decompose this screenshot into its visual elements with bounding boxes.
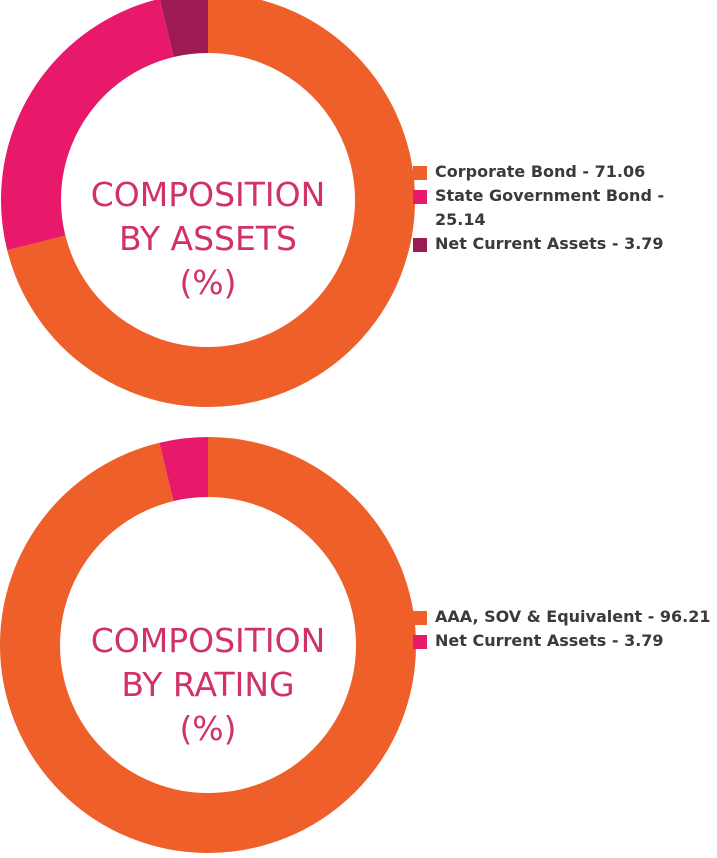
rating-donut [0, 437, 416, 853]
donut-slice-0-2 [1, 0, 415, 407]
legend-label: Corporate Bond - 71.06 [435, 162, 646, 181]
legend-swatch [413, 611, 427, 625]
legend-item: State Government Bond - 25.14 [413, 184, 713, 232]
legend-label: Net Current Assets - 3.79 [435, 234, 664, 253]
assets-title-line-3: (%) [179, 263, 237, 302]
legend-item: Net Current Assets - 3.79 [413, 629, 713, 653]
rating-legend: AAA, SOV & Equivalent - 96.21 Net Curren… [413, 605, 713, 653]
legend-swatch [413, 635, 427, 649]
assets-title-line-2: BY ASSETS [119, 219, 297, 258]
legend-swatch [413, 190, 427, 204]
legend-item: Net Current Assets - 3.79 [413, 232, 713, 256]
legend-label: AAA, SOV & Equivalent - 96.21 [435, 607, 711, 626]
rating-title-line-3: (%) [179, 709, 237, 748]
rating-title-line-2: BY RATING [121, 665, 295, 704]
rating-center-title: COMPOSITION BY RATING (%) [78, 619, 338, 751]
legend-swatch [413, 166, 427, 180]
legend-item: Corporate Bond - 71.06 [413, 160, 713, 184]
donut-slice-0-1 [1, 0, 415, 407]
legend-swatch [413, 238, 427, 252]
assets-title-line-1: COMPOSITION [90, 175, 326, 214]
legend-label: Net Current Assets - 3.79 [435, 631, 664, 650]
legend-label: State Government Bond - 25.14 [435, 186, 665, 229]
rating-title-line-1: COMPOSITION [90, 621, 326, 660]
donut-slice-1-1 [0, 437, 416, 853]
composition-by-assets-chart: COMPOSITION BY ASSETS (%) Corporate Bond… [0, 0, 717, 407]
assets-center-title: COMPOSITION BY ASSETS (%) [78, 173, 338, 305]
assets-legend: Corporate Bond - 71.06 State Government … [413, 160, 713, 256]
legend-item: AAA, SOV & Equivalent - 96.21 [413, 605, 713, 629]
assets-donut [1, 0, 415, 407]
composition-by-rating-chart: COMPOSITION BY RATING (%) AAA, SOV & Equ… [0, 437, 717, 858]
